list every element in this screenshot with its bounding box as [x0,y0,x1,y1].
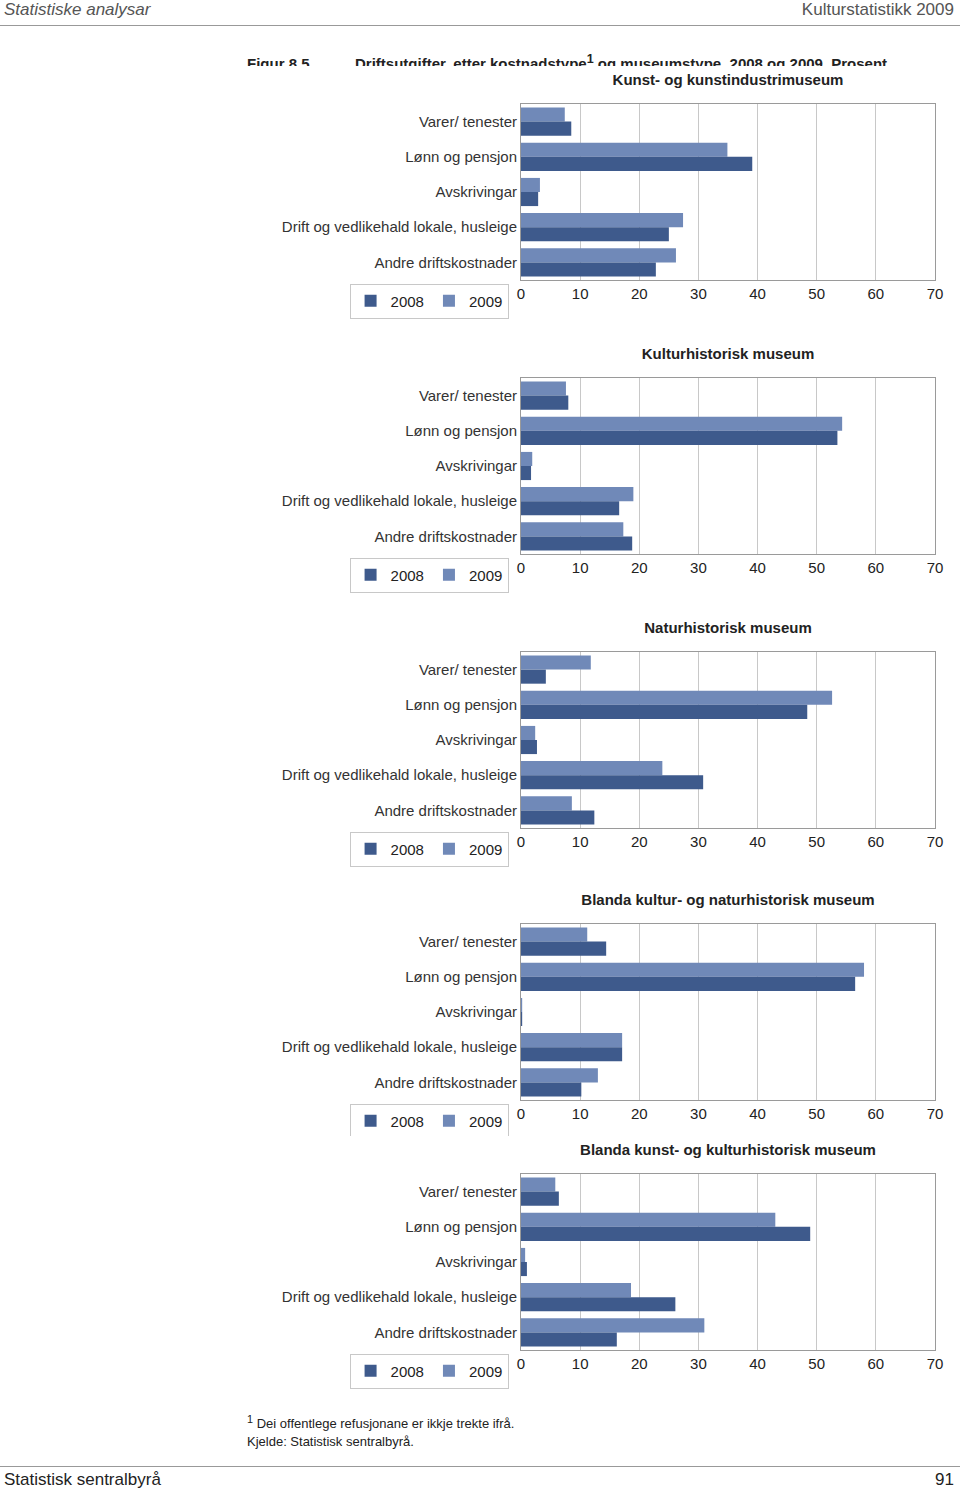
svg-text:2008: 2008 [391,1363,424,1380]
svg-text:40: 40 [749,1105,766,1122]
html-text:1 Dei offentlege refusjonane e: 1 Dei offentlege refusjonane er ikkje tr… [247,1413,515,1432]
svg-text:2009: 2009 [469,1363,502,1380]
html-text:Kjelde: Statistisk sentralbyrå: Kjelde: Statistisk sentralbyrå. [247,1434,414,1450]
svg-text:Lønn og pensjon: Lønn og pensjon [405,1218,517,1235]
svg-text:40: 40 [749,285,766,302]
svg-text:30: 30 [690,1355,707,1372]
svg-text:Avskrivingar: Avskrivingar [436,1253,517,1270]
html-text:Statistisk sentralbyrå: Statistisk sentralbyrå [4,1470,161,1489]
svg-text:10: 10 [572,285,589,302]
svg-text:Drift og vedlikehald lokale, h: Drift og vedlikehald lokale, husleige [282,1288,517,1305]
svg-text:40: 40 [749,559,766,576]
svg-text:0: 0 [517,1105,525,1122]
svg-text:2008: 2008 [391,293,424,310]
svg-text:0: 0 [517,285,525,302]
html-text:Driftsutgifter, etter kostnads: Driftsutgifter, etter kostnadstype1og mu… [355,52,888,72]
svg-text:40: 40 [749,833,766,850]
svg-text:60: 60 [868,285,885,302]
svg-text:2009: 2009 [469,293,502,310]
svg-text:60: 60 [868,1105,885,1122]
svg-text:10: 10 [572,559,589,576]
svg-text:60: 60 [868,1355,885,1372]
svg-text:Avskrivingar: Avskrivingar [436,1003,517,1020]
svg-text:Lønn og pensjon: Lønn og pensjon [405,696,517,713]
svg-text:Varer/ tenester: Varer/ tenester [419,113,517,130]
svg-text:20: 20 [631,1355,648,1372]
svg-text:50: 50 [808,1105,825,1122]
svg-text:Drift og vedlikehald lokale, h: Drift og vedlikehald lokale, husleige [282,766,517,783]
svg-text:0: 0 [517,559,525,576]
svg-text:Kunst- og kunstindustrimuseum: Kunst- og kunstindustrimuseum [613,71,844,88]
svg-text:Varer/ tenester: Varer/ tenester [419,1183,517,1200]
svg-text:0: 0 [517,833,525,850]
svg-text:Naturhistorisk museum: Naturhistorisk museum [644,619,812,636]
svg-text:Andre driftskostnader: Andre driftskostnader [374,802,517,819]
svg-text:Varer/ tenester: Varer/ tenester [419,933,517,950]
svg-text:Avskrivingar: Avskrivingar [436,731,517,748]
svg-text:20: 20 [631,833,648,850]
html-text:Figur 8.5.: Figur 8.5. [247,55,314,72]
svg-text:50: 50 [808,559,825,576]
svg-text:40: 40 [749,1355,766,1372]
svg-text:Blanda kultur- og naturhistori: Blanda kultur- og naturhistorisk museum [581,891,874,908]
svg-text:10: 10 [572,1105,589,1122]
svg-text:70: 70 [927,833,944,850]
svg-text:30: 30 [690,833,707,850]
svg-text:70: 70 [927,285,944,302]
html-text:91: 91 [935,1470,954,1489]
svg-text:Varer/ tenester: Varer/ tenester [419,661,517,678]
svg-text:20: 20 [631,1105,648,1122]
svg-text:Kulturhistorisk museum: Kulturhistorisk museum [642,345,815,362]
svg-text:Andre driftskostnader: Andre driftskostnader [374,1324,517,1341]
svg-text:Avskrivingar: Avskrivingar [436,183,517,200]
svg-text:10: 10 [572,833,589,850]
svg-text:2008: 2008 [391,1113,424,1130]
svg-text:Drift og vedlikehald lokale, h: Drift og vedlikehald lokale, husleige [282,1038,517,1055]
svg-text:50: 50 [808,1355,825,1372]
svg-text:Varer/ tenester: Varer/ tenester [419,387,517,404]
svg-text:20: 20 [631,285,648,302]
svg-text:2009: 2009 [469,841,502,858]
svg-text:2009: 2009 [469,567,502,584]
svg-text:Andre driftskostnader: Andre driftskostnader [374,254,517,271]
svg-text:60: 60 [868,559,885,576]
svg-text:0: 0 [517,1355,525,1372]
svg-text:Lønn og pensjon: Lønn og pensjon [405,422,517,439]
svg-text:2008: 2008 [391,841,424,858]
svg-text:30: 30 [690,285,707,302]
svg-text:2008: 2008 [391,567,424,584]
svg-text:2009: 2009 [469,1113,502,1130]
svg-text:Drift og vedlikehald lokale, h: Drift og vedlikehald lokale, husleige [282,218,517,235]
svg-text:70: 70 [927,1355,944,1372]
svg-text:10: 10 [572,1355,589,1372]
html-text:Statistiske analysar: Statistiske analysar [4,0,151,19]
svg-text:70: 70 [927,1105,944,1122]
svg-text:Lønn og pensjon: Lønn og pensjon [405,968,517,985]
svg-text:Drift og vedlikehald lokale, h: Drift og vedlikehald lokale, husleige [282,492,517,509]
svg-text:50: 50 [808,285,825,302]
svg-text:Avskrivingar: Avskrivingar [436,457,517,474]
svg-text:30: 30 [690,559,707,576]
svg-text:70: 70 [927,559,944,576]
svg-text:20: 20 [631,559,648,576]
html-text:Kulturstatistikk 2009: Kulturstatistikk 2009 [801,0,954,19]
svg-text:30: 30 [690,1105,707,1122]
svg-text:50: 50 [808,833,825,850]
svg-text:60: 60 [868,833,885,850]
svg-text:Blanda kunst- og kulturhistori: Blanda kunst- og kulturhistorisk museum [580,1141,876,1158]
svg-text:Lønn og pensjon: Lønn og pensjon [405,148,517,165]
svg-text:Andre driftskostnader: Andre driftskostnader [374,528,517,545]
svg-text:Andre driftskostnader: Andre driftskostnader [374,1074,517,1091]
